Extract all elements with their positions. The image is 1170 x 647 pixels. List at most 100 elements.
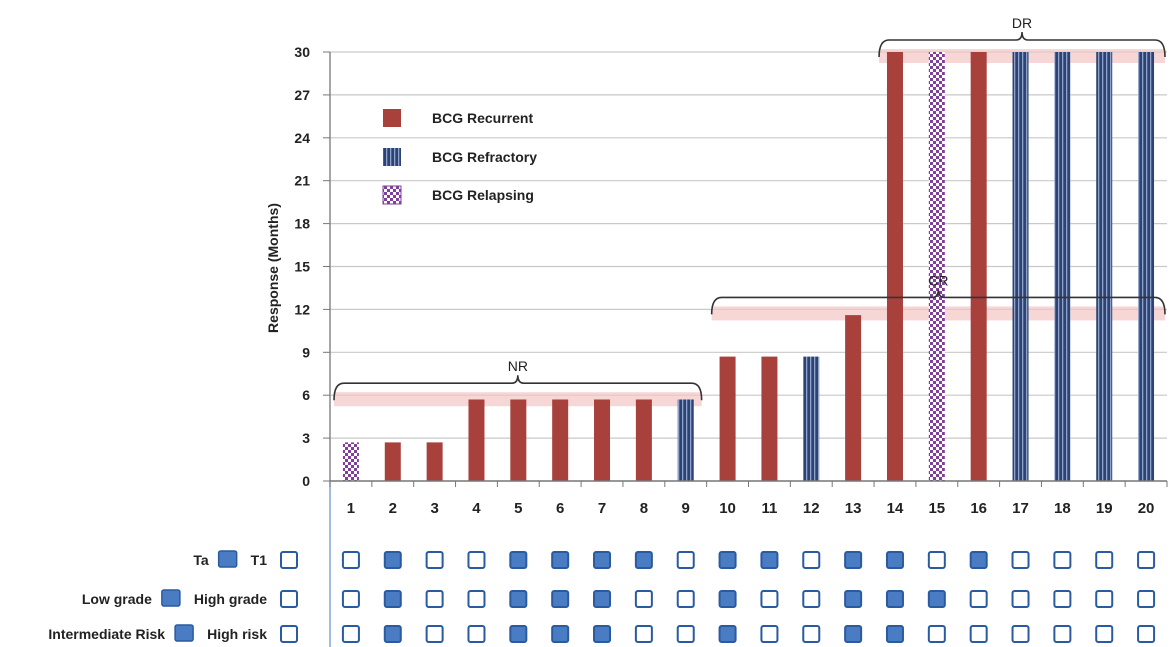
bar-recurrent [761, 356, 778, 481]
feature-box-empty [467, 625, 486, 643]
x-tick-label: 11 [761, 500, 777, 517]
feature-box-filled [383, 551, 402, 569]
feature-box-empty [676, 625, 695, 643]
x-tick-label: 9 [682, 500, 690, 517]
row-label-empty: High risk [207, 626, 267, 642]
legend-swatch-recurrent [383, 109, 401, 127]
row-label-filled: Low grade [82, 591, 152, 607]
x-tick-label: 16 [970, 500, 987, 517]
feature-box-empty [969, 625, 988, 643]
feature-box-empty [927, 551, 946, 569]
bracket-label: NR [508, 358, 528, 374]
feature-box-filled [383, 590, 402, 608]
x-tick-label: 15 [928, 500, 945, 517]
bar-recurrent [468, 399, 485, 481]
feature-box-empty [1095, 590, 1114, 608]
bracket-label: DR [1012, 15, 1032, 31]
feature-box-filled [551, 625, 570, 643]
feature-box-empty [1053, 625, 1072, 643]
feature-box-filled [844, 625, 863, 643]
feature-box-filled [718, 590, 737, 608]
legend-label: BCG Recurrent [432, 110, 533, 126]
feature-box-empty [1137, 551, 1156, 569]
y-tick-label: 27 [294, 87, 310, 103]
feature-box-empty [341, 625, 360, 643]
bar-refractory [1054, 52, 1071, 481]
feature-box-empty [760, 590, 779, 608]
feature-box-empty [802, 625, 821, 643]
bracket-nr [333, 375, 703, 401]
feature-box-empty [1095, 551, 1114, 569]
row-label-filled: Intermediate Risk [48, 626, 165, 642]
x-tick-label: 19 [1096, 500, 1113, 517]
bar-recurrent [970, 52, 987, 481]
x-tick-label: 6 [556, 500, 564, 517]
bracket-dr [878, 31, 1166, 58]
feature-box-empty [1011, 551, 1030, 569]
feature-box-empty [1053, 551, 1072, 569]
x-tick-label: 2 [389, 500, 397, 517]
x-tick-label: 20 [1138, 500, 1155, 517]
x-tick-label: 4 [472, 500, 481, 517]
x-tick-label: 12 [803, 500, 820, 517]
bar-relapsing [928, 52, 945, 481]
feature-box-empty [1011, 590, 1030, 608]
feature-box-empty [341, 551, 360, 569]
feature-box-empty [1095, 625, 1114, 643]
feature-box-empty [634, 625, 653, 643]
bracket-cr [710, 289, 1166, 315]
feature-box-empty [425, 551, 444, 569]
bar-refractory [1138, 52, 1155, 481]
bracket-label: CR [928, 272, 948, 288]
feature-box-empty [760, 625, 779, 643]
x-tick-label: 8 [640, 500, 648, 517]
feature-box-filled [718, 625, 737, 643]
y-tick-label: 12 [294, 301, 310, 317]
bars [342, 52, 1155, 481]
feature-box-empty [802, 590, 821, 608]
bar-recurrent [594, 399, 611, 481]
bar-recurrent [426, 442, 443, 481]
x-tick-label: 3 [430, 500, 438, 517]
feature-box-filled [885, 625, 904, 643]
bar-refractory [677, 399, 694, 481]
bar-recurrent [510, 399, 527, 481]
feature-table: T1 Ta High grade Low grade High risk Intermed… [48, 550, 1156, 643]
legend-swatch-relapsing [382, 185, 402, 205]
feature-box-empty [425, 625, 444, 643]
row-legend-filled-box [217, 550, 238, 568]
feature-box-empty [341, 590, 360, 608]
feature-box-empty [634, 590, 653, 608]
x-tick-label: 14 [887, 500, 904, 517]
bar-recurrent [552, 399, 569, 481]
feature-box-empty [467, 551, 486, 569]
bar-recurrent [845, 315, 862, 481]
feature-box-filled [844, 551, 863, 569]
bar-refractory [803, 356, 820, 481]
feature-box-filled [383, 625, 402, 643]
x-tick-label: 10 [719, 500, 736, 517]
x-tick-label: 5 [514, 500, 522, 517]
bar-refractory [1096, 52, 1113, 481]
legend-swatch-refractory [383, 148, 401, 166]
row-legend-filled-box [161, 589, 181, 607]
y-axis-label: Response (Months) [265, 203, 281, 333]
feature-box-empty [927, 625, 946, 643]
feature-box-filled [593, 625, 612, 643]
x-tick-label: 17 [1012, 500, 1029, 517]
feature-box-filled [844, 590, 863, 608]
feature-box-empty [676, 590, 695, 608]
y-tick-label: 18 [294, 216, 310, 232]
bar-recurrent [719, 356, 736, 481]
feature-box-empty [467, 590, 486, 608]
feature-box-filled [509, 625, 528, 643]
y-tick-label: 21 [294, 173, 310, 189]
y-tick-label: 9 [302, 344, 310, 360]
row-label-empty: T1 [251, 552, 268, 568]
feature-box-filled [760, 551, 779, 569]
feature-box-filled [551, 551, 570, 569]
feature-box-filled [927, 590, 946, 608]
bar-recurrent [384, 442, 401, 481]
bar-refractory [1012, 52, 1029, 481]
